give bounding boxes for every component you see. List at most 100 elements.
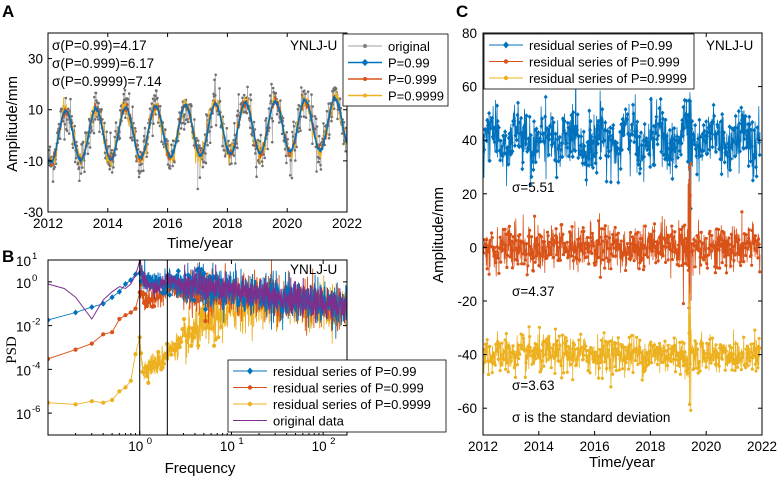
series-original-point [299, 129, 302, 132]
series-point [540, 116, 544, 122]
series-point [521, 240, 525, 244]
series-original-point [123, 88, 127, 92]
series-original-point [268, 126, 271, 130]
series-point [547, 137, 552, 142]
series-point [539, 367, 544, 371]
series-point [564, 131, 568, 136]
series-point [534, 126, 539, 132]
series-original-point [179, 127, 183, 130]
series-point [749, 127, 754, 133]
series-point [680, 117, 685, 123]
series-point [635, 335, 639, 339]
series-point [714, 260, 718, 264]
series-point [533, 159, 538, 165]
series-point [679, 233, 683, 237]
series-original-point [241, 96, 244, 100]
series-point [546, 152, 551, 158]
series-original-point [317, 134, 321, 138]
series-point [515, 363, 520, 367]
series-point [710, 144, 715, 150]
series-point [599, 235, 603, 239]
series-point [490, 371, 494, 375]
series-point [520, 166, 525, 172]
series-point [660, 110, 665, 116]
series-point [116, 288, 122, 295]
series-point [694, 153, 699, 159]
series-point [117, 389, 122, 394]
series-original-point [285, 161, 288, 165]
series-point [667, 162, 672, 167]
y-tick-exponent: 0 [32, 273, 37, 284]
series-point [532, 255, 536, 260]
series-point [708, 136, 713, 142]
series-point [663, 339, 667, 343]
series-original-point [214, 94, 217, 97]
series-point [739, 105, 744, 111]
series-point [492, 351, 496, 356]
series-point [641, 268, 646, 272]
series-point [150, 365, 155, 370]
series-point [512, 248, 516, 253]
series-point [696, 371, 700, 375]
series-original-point [266, 147, 270, 151]
series-point [750, 367, 754, 371]
panel-b-series [48, 260, 347, 435]
series-point [73, 347, 78, 352]
series-point [653, 130, 658, 136]
series-point [499, 239, 503, 243]
series-point [143, 292, 148, 297]
series-original-point [246, 85, 249, 89]
series-point [554, 354, 558, 358]
series-original-point [190, 104, 193, 108]
series-point [695, 172, 699, 177]
series-point [696, 143, 701, 149]
series-point [699, 230, 703, 234]
series-point [532, 119, 536, 124]
legend-label: residual series of P=0.9999 [529, 71, 687, 86]
series-point [758, 346, 762, 350]
series-point [638, 350, 643, 354]
series-point [213, 337, 218, 342]
series-point [533, 214, 537, 218]
series-point [515, 258, 520, 263]
series-point [509, 232, 513, 237]
series-point [728, 156, 733, 162]
series-point [605, 256, 609, 260]
series-point [672, 125, 677, 131]
series-point [711, 358, 715, 362]
series-point [539, 349, 543, 353]
series-point [486, 372, 491, 377]
series-point [699, 153, 704, 158]
series-point [732, 258, 736, 263]
series-original-point [280, 132, 284, 136]
series-point [496, 253, 500, 257]
series-original-point [254, 165, 258, 169]
series-point [505, 361, 510, 365]
series-point [615, 140, 619, 146]
series-point [676, 256, 680, 260]
series-original-point [86, 152, 90, 156]
y-tick-exponent: -4 [32, 360, 40, 371]
y-tick-label: 80 [462, 26, 477, 41]
series-original-point [65, 129, 69, 132]
series-point [748, 350, 753, 354]
series-point [570, 355, 574, 359]
legend-marker [503, 75, 509, 81]
series-point [561, 355, 565, 359]
series-original-point [113, 135, 117, 139]
series-point [650, 136, 655, 141]
series-point [654, 240, 659, 244]
series-point [632, 350, 636, 354]
series-original-point [293, 148, 297, 152]
series-point [149, 297, 154, 302]
panel-c: 2012 2014 2016 2018 2020 2022 -60 -40 -20 0 20 40 60… [430, 26, 777, 471]
series-point [731, 352, 735, 356]
series-point [717, 364, 721, 368]
series-original-point [268, 94, 272, 97]
series-original-point [300, 86, 303, 89]
series-point [503, 338, 507, 342]
series-point [594, 260, 598, 264]
series-point [157, 362, 162, 367]
series-point [729, 145, 734, 150]
series-point [686, 268, 691, 272]
